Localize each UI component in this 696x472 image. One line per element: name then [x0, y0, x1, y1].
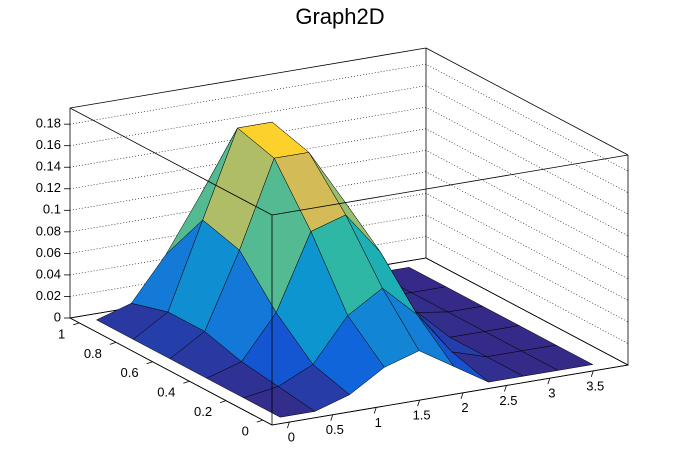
- z-tick-label: 0.16: [36, 137, 61, 152]
- surface-cell: [242, 386, 316, 418]
- y-tick-label: 1: [58, 326, 65, 341]
- box-edge: [69, 47, 427, 109]
- x-tick: [330, 414, 334, 421]
- y-tick-label: 0.6: [121, 365, 139, 380]
- box-edge: [271, 154, 629, 216]
- z-tick-label: 0.1: [43, 202, 61, 217]
- grid-line: [69, 63, 629, 172]
- x-tick-label: 2: [461, 400, 468, 415]
- y-tick-label: 0: [242, 424, 249, 439]
- z-tick-label: 0.06: [36, 245, 61, 260]
- z-tick-label: 0.04: [36, 266, 61, 281]
- y-tick-label: 0.8: [84, 346, 102, 361]
- chart-title: Graph2D: [295, 4, 384, 29]
- x-tick: [547, 378, 551, 385]
- z-tick-label: 0.08: [36, 223, 61, 238]
- y-tick-label: 0.2: [194, 404, 212, 419]
- x-tick-label: 1: [375, 415, 382, 430]
- y-tick: [109, 341, 117, 345]
- grid-line: [69, 128, 629, 237]
- y-tick-label: 0.4: [157, 385, 175, 400]
- x-tick: [504, 385, 507, 392]
- y-tick: [256, 419, 263, 423]
- x-tick: [417, 399, 420, 407]
- x-tick-label: 0: [288, 430, 295, 445]
- box-edge: [425, 47, 629, 156]
- x-tick-label: 3.5: [586, 378, 604, 393]
- x-tick-label: 1.5: [413, 408, 431, 423]
- x-tick: [460, 392, 464, 399]
- x-tick: [590, 370, 594, 377]
- box-edge: [69, 107, 273, 216]
- grid-line: [69, 149, 629, 258]
- z-tick-label: 0.12: [36, 180, 61, 195]
- y-axis: [69, 317, 273, 426]
- x-tick: [286, 421, 290, 429]
- z-tick-label: 0.02: [36, 288, 61, 303]
- x-axis: [271, 364, 629, 426]
- y-tick: [183, 380, 190, 384]
- grid-line: [69, 85, 629, 193]
- x-tick-label: 0.5: [326, 422, 344, 437]
- grid-line: [69, 106, 629, 215]
- z-tick-label: 0: [54, 309, 61, 324]
- z-tick-label: 0.18: [36, 116, 61, 131]
- y-tick: [146, 361, 153, 365]
- y-tick: [219, 400, 227, 404]
- grid-line: [69, 171, 629, 280]
- x-tick-label: 3: [548, 386, 555, 401]
- x-tick: [373, 407, 377, 414]
- y-tick: [73, 322, 80, 326]
- z-tick-label: 0.14: [36, 159, 61, 174]
- x-tick-label: 2.5: [499, 393, 517, 408]
